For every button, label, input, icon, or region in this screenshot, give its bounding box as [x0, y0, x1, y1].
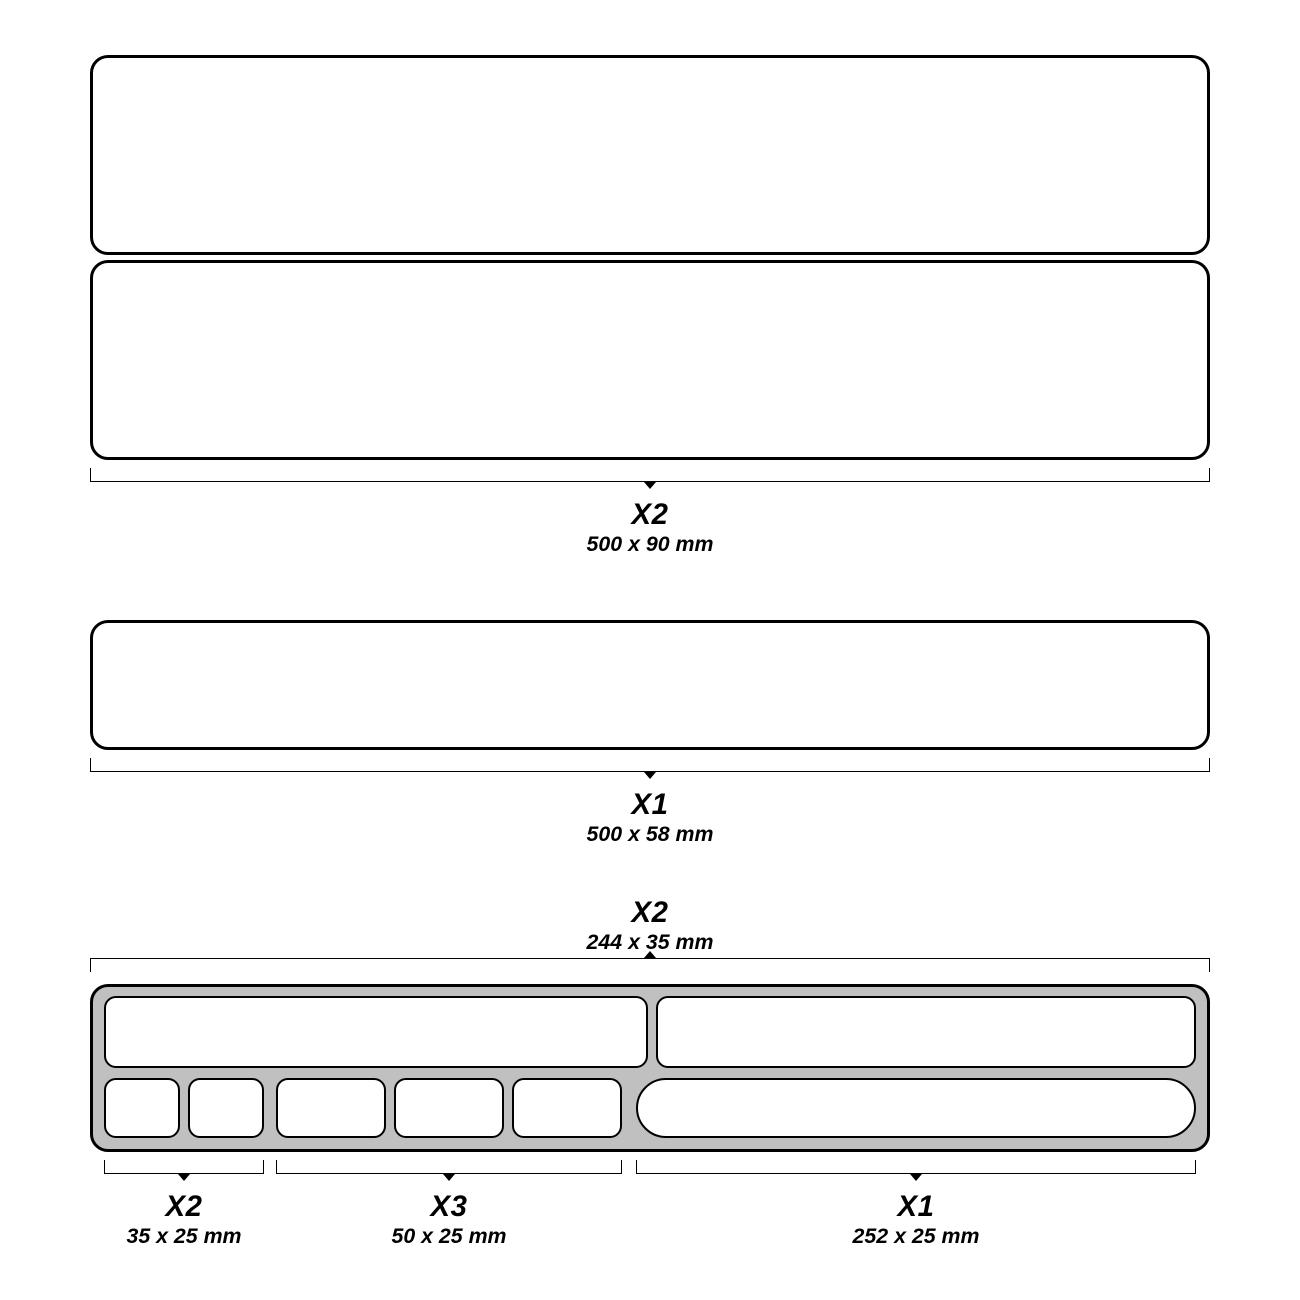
- label-bottom: X235 x 25 mm: [126, 1190, 241, 1249]
- panel-medium: [90, 620, 1210, 750]
- label-bottom: X1252 x 25 mm: [853, 1190, 980, 1249]
- cut-shape: [394, 1078, 504, 1138]
- qty-label-bottom: X2: [126, 1190, 241, 1224]
- dim-label-group1: 500 x 90 mm: [587, 532, 714, 557]
- label-group1: X2 500 x 90 mm: [587, 498, 714, 557]
- panel-large-1: [90, 55, 1210, 255]
- qty-label-bottom: X3: [391, 1190, 506, 1224]
- bracket-bottom: [276, 1160, 622, 1174]
- panel-large-2: [90, 260, 1210, 460]
- cut-shape: [656, 996, 1196, 1068]
- dim-label-bottom: 35 x 25 mm: [126, 1224, 241, 1249]
- cut-shape: [636, 1078, 1196, 1138]
- qty-label-bottom: X1: [853, 1190, 980, 1224]
- bracket-bottom: [636, 1160, 1196, 1174]
- diagram-canvas: X2 500 x 90 mm X1 500 x 58 mm X2 244 x 3…: [0, 0, 1300, 1300]
- cut-shape: [188, 1078, 264, 1138]
- label-bottom: X350 x 25 mm: [391, 1190, 506, 1249]
- label-group3-top: X2 244 x 35 mm: [587, 896, 714, 955]
- dim-label-group2: 500 x 58 mm: [587, 822, 714, 847]
- label-group2: X1 500 x 58 mm: [587, 788, 714, 847]
- dim-label-bottom: 50 x 25 mm: [391, 1224, 506, 1249]
- qty-label-group1: X2: [587, 498, 714, 532]
- qty-label-group2: X1: [587, 788, 714, 822]
- cut-shape: [276, 1078, 386, 1138]
- cut-shape: [104, 1078, 180, 1138]
- bracket-group1: [90, 468, 1210, 482]
- bracket-group2: [90, 758, 1210, 772]
- dim-label-bottom: 252 x 25 mm: [853, 1224, 980, 1249]
- bracket-group3-top: [90, 958, 1210, 972]
- cut-shape: [512, 1078, 622, 1138]
- bracket-bottom: [104, 1160, 264, 1174]
- qty-label-group3-top: X2: [587, 896, 714, 930]
- cut-shape: [104, 996, 648, 1068]
